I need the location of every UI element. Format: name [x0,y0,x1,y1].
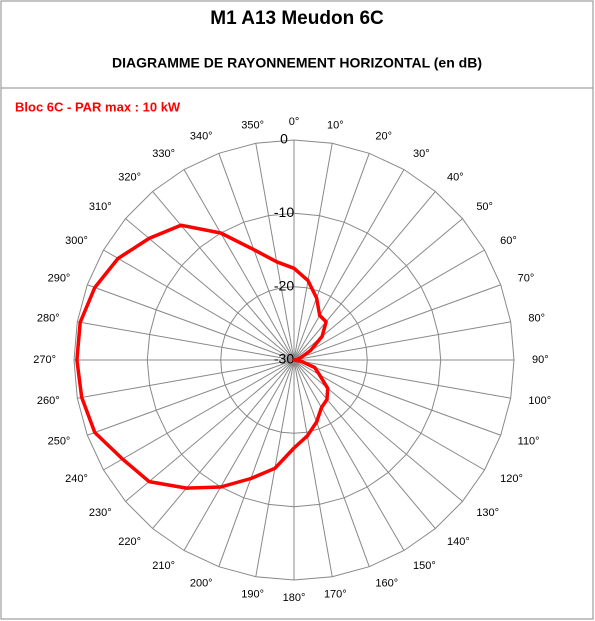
angle-label: 220° [118,536,141,548]
spoke [152,191,295,361]
angle-label: 290° [48,273,71,285]
spoke [293,321,511,361]
angle-label: 340° [190,130,213,142]
spoke [293,359,501,436]
spoke [293,359,511,399]
spoke [293,359,436,529]
angle-label: 240° [65,473,88,485]
angle-label: 110° [518,435,540,447]
spoke [103,249,295,361]
angle-label: 180° [283,592,306,604]
angle-label: 140° [447,536,470,548]
spoke [293,359,485,471]
legend-entry: Bloc 6C - PAR max : 10 kW [15,99,181,114]
angle-label: 320° [118,172,141,184]
angle-label: 210° [152,560,175,572]
spoke [293,359,463,502]
chart-subtitle: DIAGRAMME DE RAYONNEMENT HORIZONTAL (en … [112,55,482,71]
angle-label: 130° [476,507,499,519]
spoke [125,359,295,502]
angle-label: 310° [89,201,112,213]
spoke [87,284,295,361]
spoke [293,359,405,551]
angle-label: 90° [532,354,549,366]
angle-label: 150° [413,560,436,572]
angle-label: 270° [33,354,56,366]
spoke [77,321,295,361]
angle-label: 10° [327,120,344,132]
spoke [77,359,295,399]
angle-label: 60° [500,235,517,247]
angle-label: 0° [289,116,300,128]
angle-label: 80° [528,313,545,325]
spoke [125,218,295,361]
angle-label: 280° [37,313,60,325]
spoke [87,359,295,436]
spoke [293,249,485,361]
angle-label: 70° [518,273,535,285]
r-tick-label: -30 [274,351,294,367]
spoke [293,284,501,361]
angle-label: 100° [528,395,551,407]
spoke [293,143,333,361]
angle-label: 260° [37,395,60,407]
spoke [293,191,436,361]
spoke [293,169,405,361]
angle-label: 120° [500,473,523,485]
angle-label: 30° [413,148,430,160]
spoke [293,359,333,577]
angle-label: 330° [152,148,175,160]
angle-label: 230° [89,507,112,519]
angle-label: 190° [241,588,264,600]
r-tick-label: -20 [274,277,294,293]
spoke [152,359,295,529]
spoke [183,169,295,361]
angle-label: 40° [447,172,464,184]
r-tick-label: 0 [280,131,288,147]
angle-label: 50° [476,201,493,213]
angle-label: 160° [375,578,398,590]
spoke [183,359,295,551]
angle-label: 170° [324,588,347,600]
angle-label: 20° [375,130,392,142]
angle-label: 350° [241,120,264,132]
series-line [75,223,330,490]
angle-label: 250° [48,435,71,447]
spoke [218,359,295,567]
r-tick-label: -10 [274,204,294,220]
spoke [103,359,295,471]
spoke [218,153,295,361]
spoke [255,143,295,361]
angle-label: 200° [190,578,213,590]
spoke [293,153,370,361]
chart-title: M1 A13 Meudon 6C [210,8,384,29]
angle-label: 300° [65,235,88,247]
spoke [293,359,370,567]
